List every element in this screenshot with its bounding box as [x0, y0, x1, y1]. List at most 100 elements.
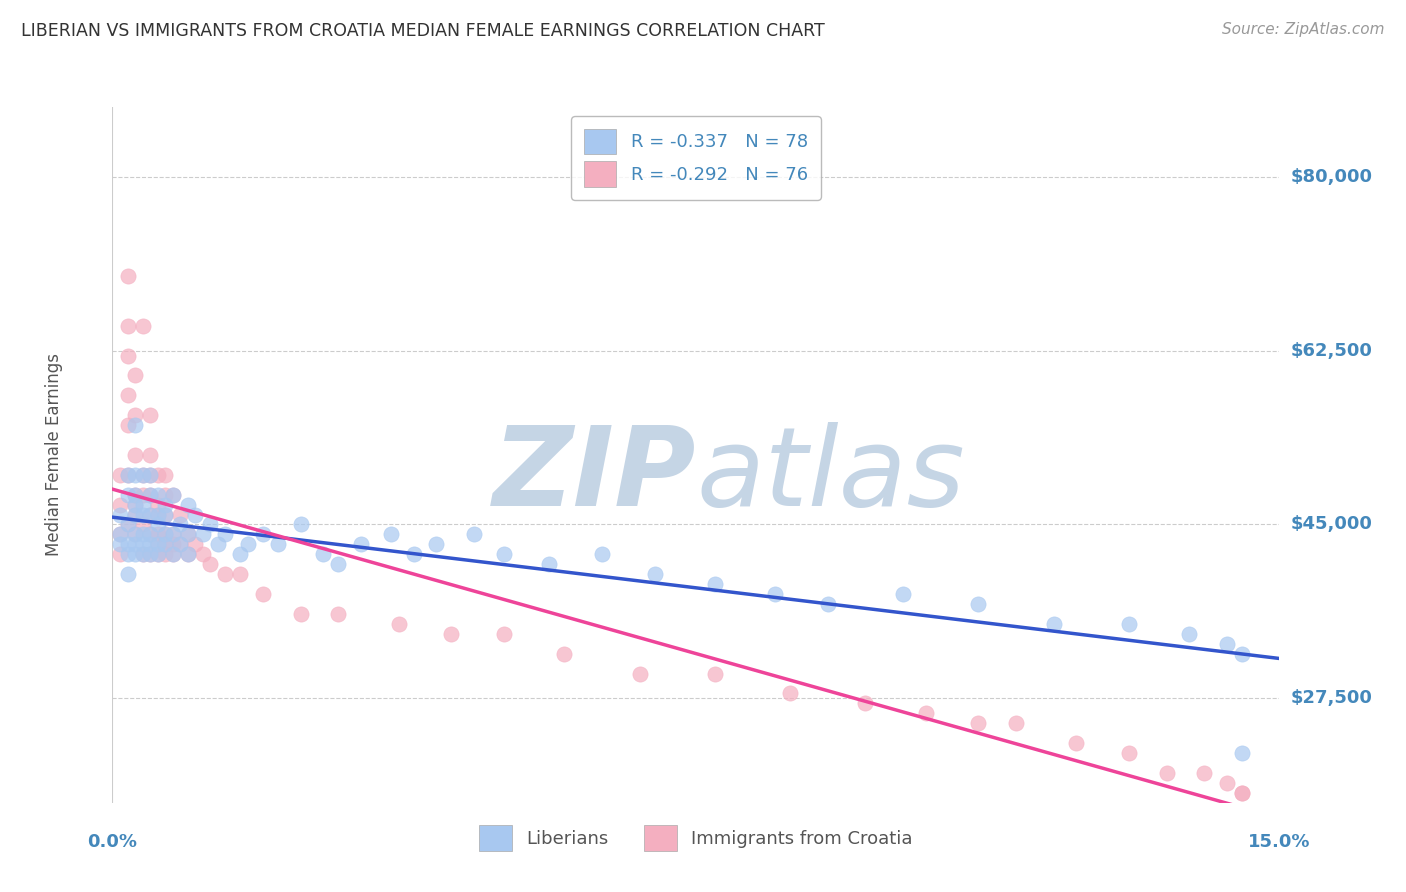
Point — [184, 537, 207, 551]
Point — [169, 537, 191, 551]
Point — [153, 537, 176, 551]
Point — [131, 498, 153, 512]
Legend: Liberians, Immigrants from Croatia: Liberians, Immigrants from Croatia — [467, 813, 925, 863]
Point — [117, 537, 139, 551]
Point — [108, 527, 131, 541]
Point — [139, 467, 162, 482]
Point — [146, 488, 169, 502]
Point — [108, 498, 131, 512]
Point — [967, 716, 990, 731]
Point — [402, 547, 425, 561]
Point — [146, 527, 169, 541]
Point — [177, 498, 200, 512]
Point — [350, 537, 373, 551]
Point — [117, 268, 139, 283]
Point — [146, 537, 169, 551]
Point — [644, 567, 666, 582]
Point — [191, 527, 214, 541]
Point — [153, 488, 176, 502]
Point — [139, 467, 162, 482]
Point — [117, 547, 139, 561]
Point — [1192, 766, 1215, 780]
Point — [169, 537, 191, 551]
Point — [853, 697, 876, 711]
Point — [1118, 746, 1140, 760]
Point — [124, 527, 146, 541]
Point — [1230, 647, 1253, 661]
Point — [117, 418, 139, 433]
Point — [124, 508, 146, 522]
Text: atlas: atlas — [696, 422, 965, 529]
Point — [131, 527, 153, 541]
Point — [139, 408, 162, 422]
Point — [139, 547, 162, 561]
Point — [146, 508, 169, 522]
Point — [1005, 716, 1028, 731]
Point — [267, 537, 290, 551]
Point — [1216, 637, 1239, 651]
Point — [117, 349, 139, 363]
Point — [139, 527, 162, 541]
Point — [124, 498, 146, 512]
Point — [162, 547, 184, 561]
Point — [131, 508, 153, 522]
Point — [108, 547, 131, 561]
Text: ZIP: ZIP — [492, 422, 696, 529]
Point — [191, 547, 214, 561]
Point — [184, 508, 207, 522]
Point — [139, 488, 162, 502]
Point — [312, 547, 335, 561]
Point — [117, 467, 139, 482]
Text: Source: ZipAtlas.com: Source: ZipAtlas.com — [1222, 22, 1385, 37]
Point — [177, 547, 200, 561]
Point — [177, 527, 200, 541]
Point — [139, 547, 162, 561]
Point — [117, 467, 139, 482]
Text: $27,500: $27,500 — [1291, 690, 1372, 707]
Point — [139, 508, 162, 522]
Point — [1156, 766, 1178, 780]
Point — [492, 547, 515, 561]
Point — [124, 467, 146, 482]
Point — [328, 607, 350, 621]
Point — [139, 537, 162, 551]
Point — [108, 508, 131, 522]
Point — [177, 547, 200, 561]
Point — [117, 517, 139, 532]
Point — [236, 537, 259, 551]
Point — [117, 567, 139, 582]
Point — [153, 547, 176, 561]
Point — [425, 537, 447, 551]
Text: $80,000: $80,000 — [1291, 168, 1372, 186]
Point — [117, 388, 139, 402]
Point — [252, 527, 274, 541]
Point — [108, 537, 131, 551]
Point — [538, 558, 561, 572]
Point — [1216, 776, 1239, 790]
Point — [146, 547, 169, 561]
Text: $45,000: $45,000 — [1291, 516, 1372, 533]
Point — [139, 527, 162, 541]
Point — [153, 527, 176, 541]
Point — [290, 517, 312, 532]
Point — [162, 488, 184, 502]
Point — [763, 587, 786, 601]
Point — [177, 527, 200, 541]
Point — [146, 537, 169, 551]
Point — [891, 587, 914, 601]
Point — [1064, 736, 1087, 750]
Point — [124, 418, 146, 433]
Point — [146, 498, 169, 512]
Point — [124, 547, 146, 561]
Text: LIBERIAN VS IMMIGRANTS FROM CROATIA MEDIAN FEMALE EARNINGS CORRELATION CHART: LIBERIAN VS IMMIGRANTS FROM CROATIA MEDI… — [21, 22, 825, 40]
Point — [131, 537, 153, 551]
Point — [214, 527, 236, 541]
Point — [124, 488, 146, 502]
Point — [207, 537, 229, 551]
Point — [131, 488, 153, 502]
Point — [131, 467, 153, 482]
Point — [169, 508, 191, 522]
Point — [553, 647, 575, 661]
Point — [1230, 746, 1253, 760]
Point — [117, 318, 139, 333]
